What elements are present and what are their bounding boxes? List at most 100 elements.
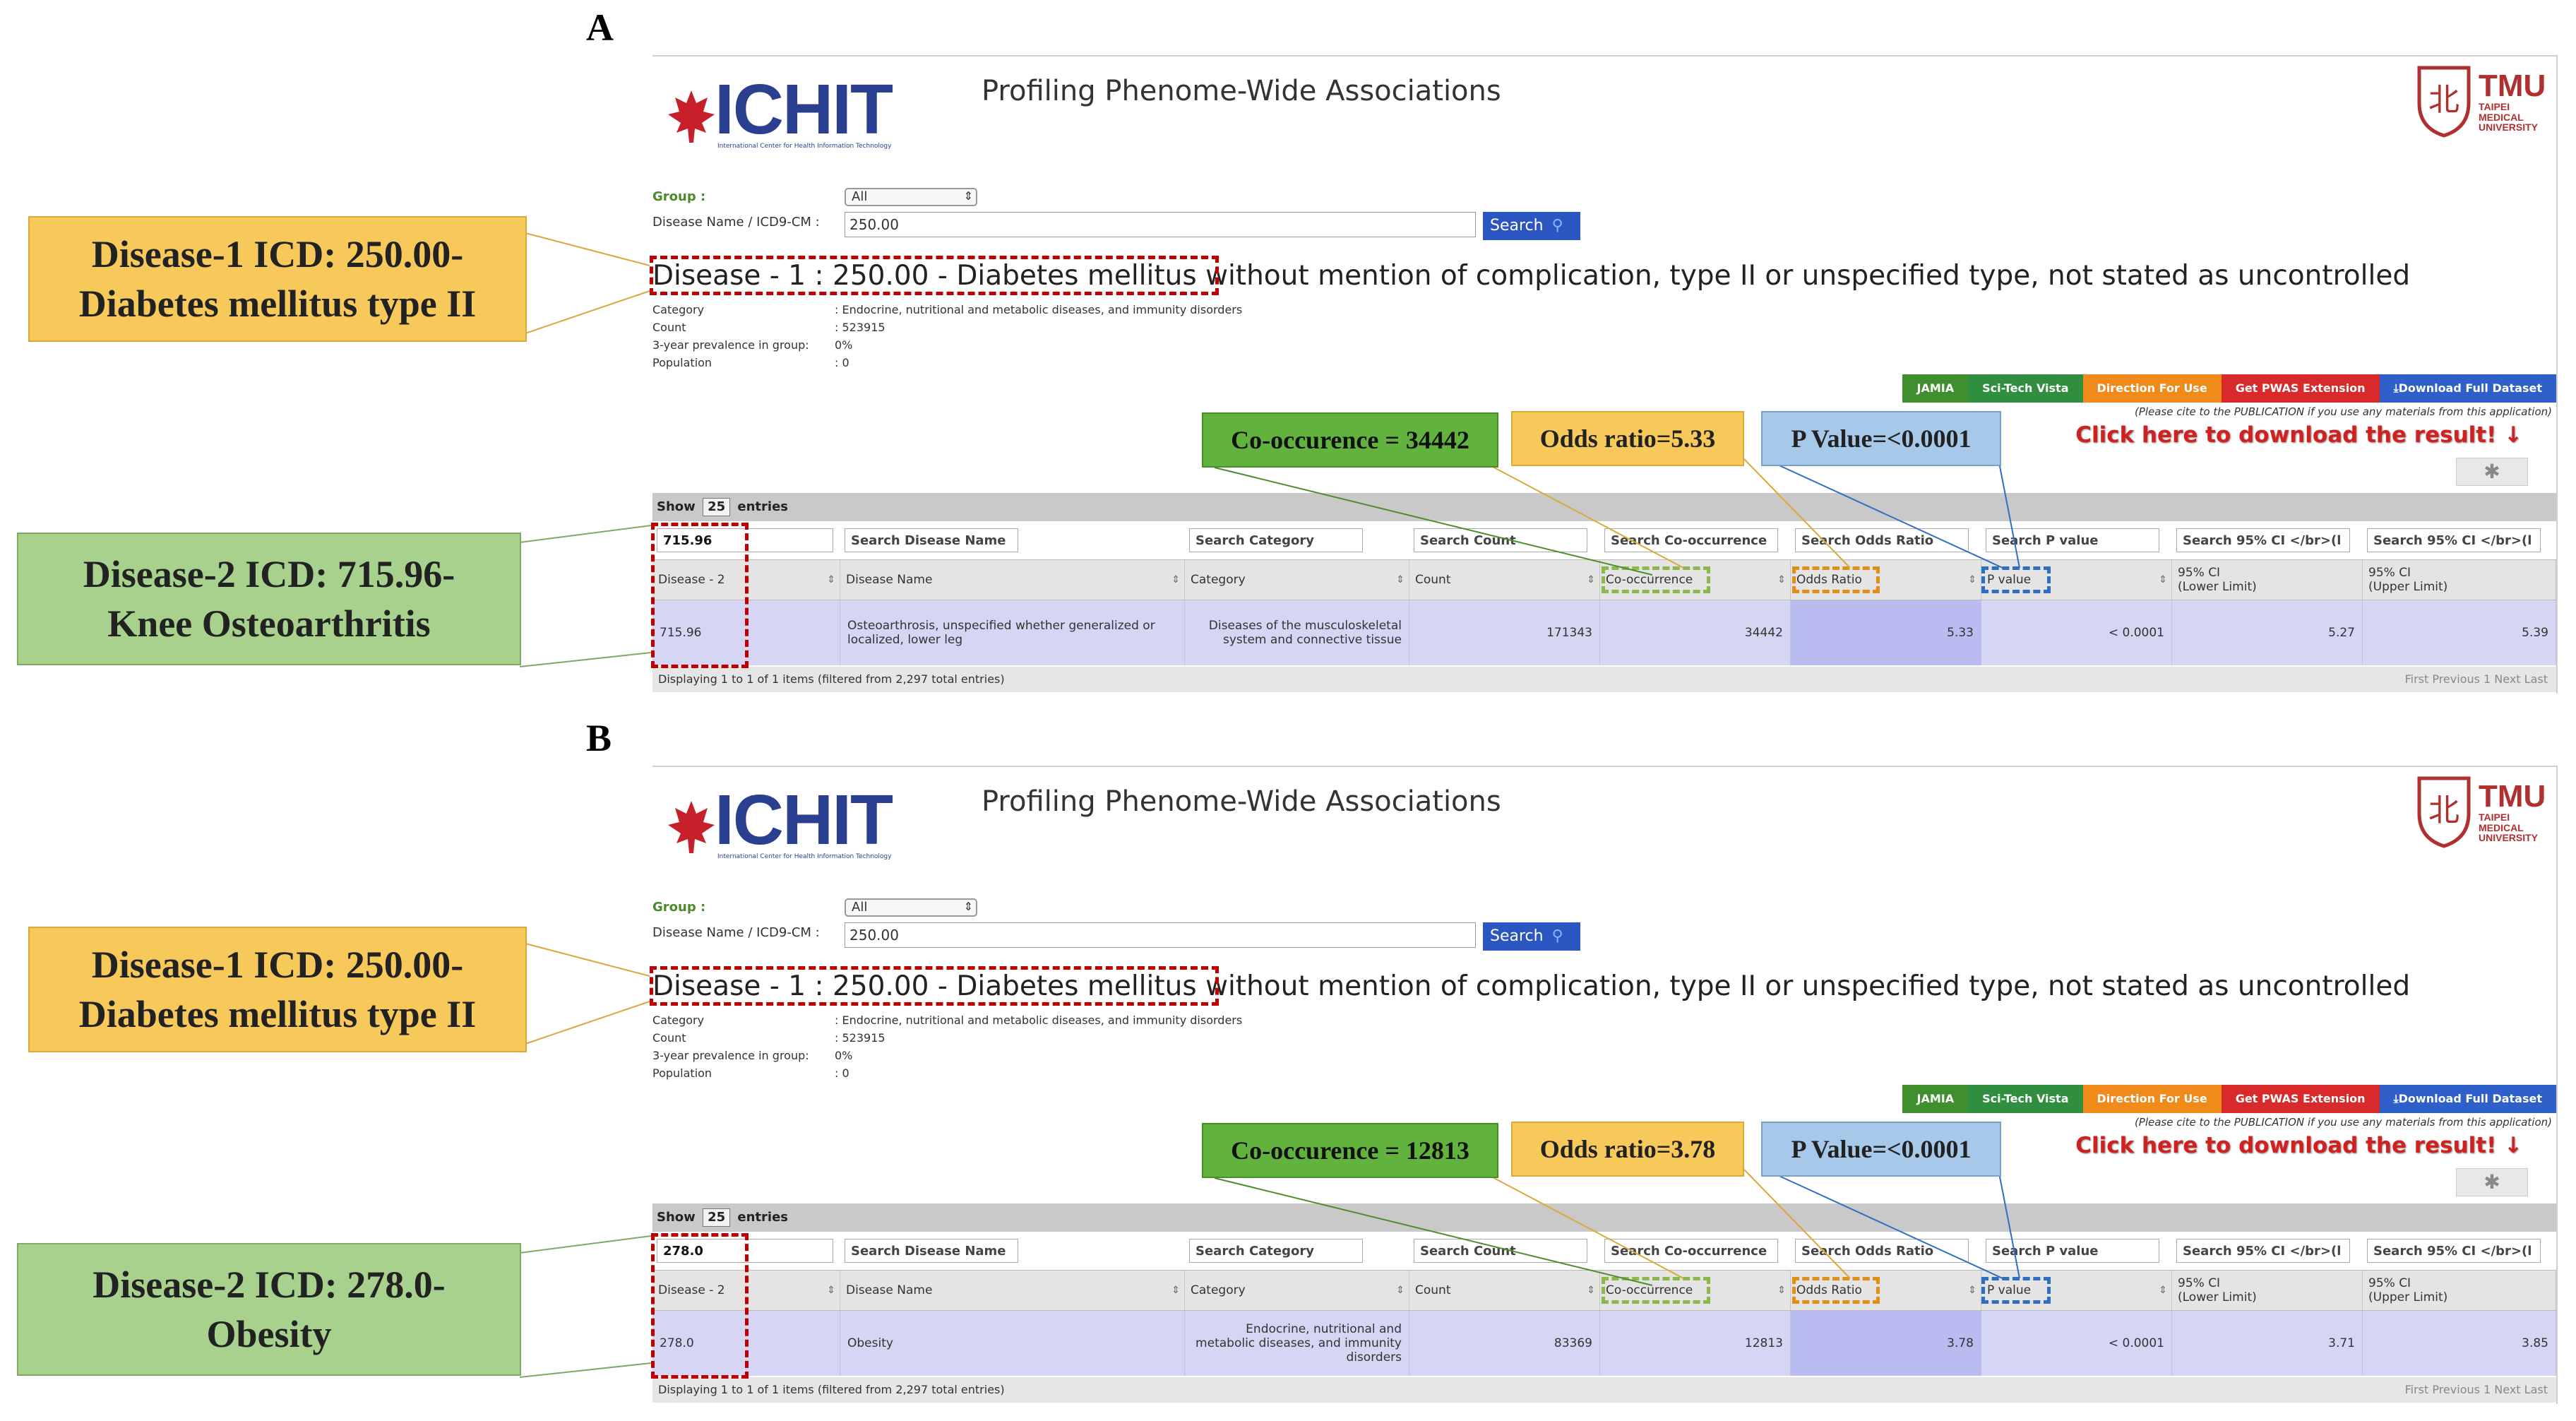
download-full-dataset-button[interactable]: ⤓Download Full Dataset bbox=[2379, 374, 2556, 403]
header-category[interactable]: Category ⇕ bbox=[1185, 1271, 1409, 1310]
get-pwas-extension-button[interactable]: Get PWAS Extension bbox=[2221, 374, 2380, 403]
filter-p-value-input[interactable]: Search P value bbox=[1986, 528, 2159, 552]
header-label: Count bbox=[1415, 573, 1451, 587]
table-row[interactable]: 715.96 Osteoarthrosis, unspecified whethe… bbox=[652, 600, 2556, 665]
header-ci-lower[interactable]: 95% CI (Lower Limit) bbox=[2172, 1271, 2363, 1310]
jamia-button[interactable]: JAMIA bbox=[1902, 374, 1969, 403]
cell-co-occurrence: 12813 bbox=[1600, 1311, 1791, 1376]
cell-p-value: < 0.0001 bbox=[1981, 600, 2172, 665]
disease-name-label: Disease Name / ICD9-CM : bbox=[652, 215, 820, 230]
disease-1-info: Category: Endocrine, nutritional and met… bbox=[652, 301, 1242, 371]
sci-tech-vista-button[interactable]: Sci-Tech Vista bbox=[1968, 374, 2083, 403]
info-value: : 523915 bbox=[835, 321, 886, 334]
header-sublabel: (Upper Limit) bbox=[2368, 580, 2448, 594]
cell-p-value: < 0.0001 bbox=[1981, 1311, 2172, 1376]
column-filters: 278.0 Search Disease Name Search Category S… bbox=[652, 1239, 2556, 1267]
info-key: 3-year prevalence in group: bbox=[652, 1049, 809, 1062]
info-key: Category bbox=[652, 1013, 705, 1027]
pwas-app-screenshot: ICHIT International Center for Health In… bbox=[650, 55, 2558, 694]
header-ci-upper[interactable]: 95% CI (Upper Limit) bbox=[2363, 560, 2556, 600]
filter-disease-name-input[interactable]: Search Disease Name bbox=[845, 1239, 1018, 1263]
entries-select[interactable]: 25 bbox=[703, 1208, 731, 1227]
filter-p-value-input[interactable]: Search P value bbox=[1986, 1239, 2159, 1263]
header-odds-ratio[interactable]: Odds Ratio ⇕ bbox=[1791, 560, 1981, 600]
sci-tech-vista-button[interactable]: Sci-Tech Vista bbox=[1968, 1085, 2083, 1113]
header-label: Disease - 2 bbox=[658, 1283, 725, 1297]
download-full-dataset-button[interactable]: ⤓Download Full Dataset bbox=[2379, 1085, 2556, 1113]
disease-name-input[interactable]: 250.00 bbox=[845, 922, 1476, 948]
filter-odds-ratio-input[interactable]: Search Odds Ratio bbox=[1795, 1239, 1969, 1263]
header-ci-upper[interactable]: 95% CI (Upper Limit) bbox=[2363, 1271, 2556, 1310]
tmu-wordmark: TMU TAIPEI MEDICAL UNIVERSITY bbox=[2479, 779, 2546, 844]
disease-1-highlight bbox=[650, 256, 1219, 295]
filter-count-input[interactable]: Search Count bbox=[1414, 528, 1587, 552]
filter-ci-lower-input[interactable]: Search 95% CI </br>(l bbox=[2176, 1239, 2350, 1263]
header-count[interactable]: Count ⇕ bbox=[1409, 1271, 1600, 1310]
header-disease-2[interactable]: Disease - 2 ⇕ bbox=[652, 1271, 840, 1310]
sort-icon: ⇕ bbox=[827, 574, 835, 585]
entries-select[interactable]: 25 bbox=[703, 498, 731, 516]
settings-gear-icon[interactable]: ✱ bbox=[2456, 1168, 2528, 1196]
info-value: : 523915 bbox=[835, 1031, 886, 1045]
cell-co-occurrence: 34442 bbox=[1600, 600, 1791, 665]
header-p-value[interactable]: P value ⇕ bbox=[1981, 1271, 2172, 1310]
svg-text:北: 北 bbox=[2428, 82, 2459, 118]
header-p-value[interactable]: P value ⇕ bbox=[1981, 560, 2172, 600]
info-row: Population: 0 bbox=[652, 1064, 1242, 1082]
direction-for-use-button[interactable]: Direction For Use bbox=[2082, 1085, 2222, 1113]
header-co-occurrence[interactable]: Co-occurrence ⇕ bbox=[1600, 560, 1791, 600]
filter-ci-upper-input[interactable]: Search 95% CI </br>(l bbox=[2367, 1239, 2541, 1263]
disease-1-callout: Disease-1 ICD: 250.00- Diabetes mellitus … bbox=[28, 216, 527, 342]
info-key: Population bbox=[652, 356, 712, 369]
filter-disease-name-input[interactable]: Search Disease Name bbox=[845, 528, 1018, 552]
header-label: Co-occurrence bbox=[1606, 573, 1693, 587]
tmu-logo: 北 TMU TAIPEI MEDICAL UNIVERSITY bbox=[2412, 771, 2553, 855]
filter-co-occurrence-input[interactable]: Search Co-occurrence bbox=[1604, 528, 1778, 552]
disease-name-input[interactable]: 250.00 bbox=[845, 212, 1476, 237]
ichit-logo: ICHIT International Center for Health In… bbox=[661, 64, 915, 162]
info-row: 3-year prevalence in group: 0% bbox=[652, 336, 1242, 354]
column-filters: 715.96 Search Disease Name Search Category… bbox=[652, 528, 2556, 557]
download-result-link[interactable]: Click here to download the result! ↓ bbox=[2075, 1133, 2522, 1158]
info-value: 0% bbox=[835, 1049, 853, 1062]
filter-category-input[interactable]: Search Category bbox=[1189, 1239, 1363, 1263]
jamia-button[interactable]: JAMIA bbox=[1902, 1085, 1969, 1113]
sort-icon: ⇕ bbox=[1777, 574, 1786, 585]
group-select[interactable]: All bbox=[845, 898, 977, 917]
info-key: Category bbox=[652, 303, 705, 316]
table-row[interactable]: 278.0 Obesity Endocrine, nutritional and m… bbox=[652, 1311, 2556, 1376]
get-pwas-extension-button[interactable]: Get PWAS Extension bbox=[2221, 1085, 2380, 1113]
filter-count-input[interactable]: Search Count bbox=[1414, 1239, 1587, 1263]
direction-for-use-button[interactable]: Direction For Use bbox=[2082, 374, 2222, 403]
header-label: Category bbox=[1191, 1283, 1246, 1297]
co-occurrence-callout: Co-occurence = 34442 bbox=[1202, 412, 1498, 468]
header-co-occurrence[interactable]: Co-occurrence ⇕ bbox=[1600, 1271, 1791, 1310]
settings-gear-icon[interactable]: ✱ bbox=[2456, 458, 2528, 486]
header-ci-lower[interactable]: 95% CI (Lower Limit) bbox=[2172, 560, 2363, 600]
search-button[interactable]: Search ⚲ bbox=[1483, 212, 1580, 240]
app-title: Profiling Phenome-Wide Associations bbox=[982, 785, 1501, 818]
header-odds-ratio[interactable]: Odds Ratio ⇕ bbox=[1791, 1271, 1981, 1310]
disease-1-highlight bbox=[650, 966, 1219, 1006]
header-count[interactable]: Count ⇕ bbox=[1409, 560, 1600, 600]
svg-text:北: 北 bbox=[2428, 792, 2459, 828]
filter-ci-upper-input[interactable]: Search 95% CI </br>(l bbox=[2367, 528, 2541, 552]
cell-ci-upper: 3.85 bbox=[2363, 1311, 2556, 1376]
filter-odds-ratio-input[interactable]: Search Odds Ratio bbox=[1795, 528, 1969, 552]
pagination[interactable]: First Previous 1 Next Last bbox=[2404, 672, 2548, 686]
sort-icon: ⇕ bbox=[1171, 1285, 1180, 1296]
header-disease-2[interactable]: Disease - 2 ⇕ bbox=[652, 560, 840, 600]
header-category[interactable]: Category ⇕ bbox=[1185, 560, 1409, 600]
header-disease-name[interactable]: Disease Name ⇕ bbox=[840, 560, 1185, 600]
search-button[interactable]: Search ⚲ bbox=[1483, 922, 1580, 951]
filter-category-input[interactable]: Search Category bbox=[1189, 528, 1363, 552]
filter-ci-lower-input[interactable]: Search 95% CI </br>(l bbox=[2176, 528, 2350, 552]
group-select[interactable]: All bbox=[845, 188, 977, 206]
group-row: Group : All bbox=[652, 898, 977, 917]
pagination[interactable]: First Previous 1 Next Last bbox=[2404, 1383, 2548, 1396]
cell-category: Diseases of the musculoskeletal system a… bbox=[1185, 600, 1409, 665]
cell-count: 83369 bbox=[1409, 1311, 1600, 1376]
header-disease-name[interactable]: Disease Name ⇕ bbox=[840, 1271, 1185, 1310]
download-result-link[interactable]: Click here to download the result! ↓ bbox=[2075, 422, 2522, 448]
filter-co-occurrence-input[interactable]: Search Co-occurrence bbox=[1604, 1239, 1778, 1263]
